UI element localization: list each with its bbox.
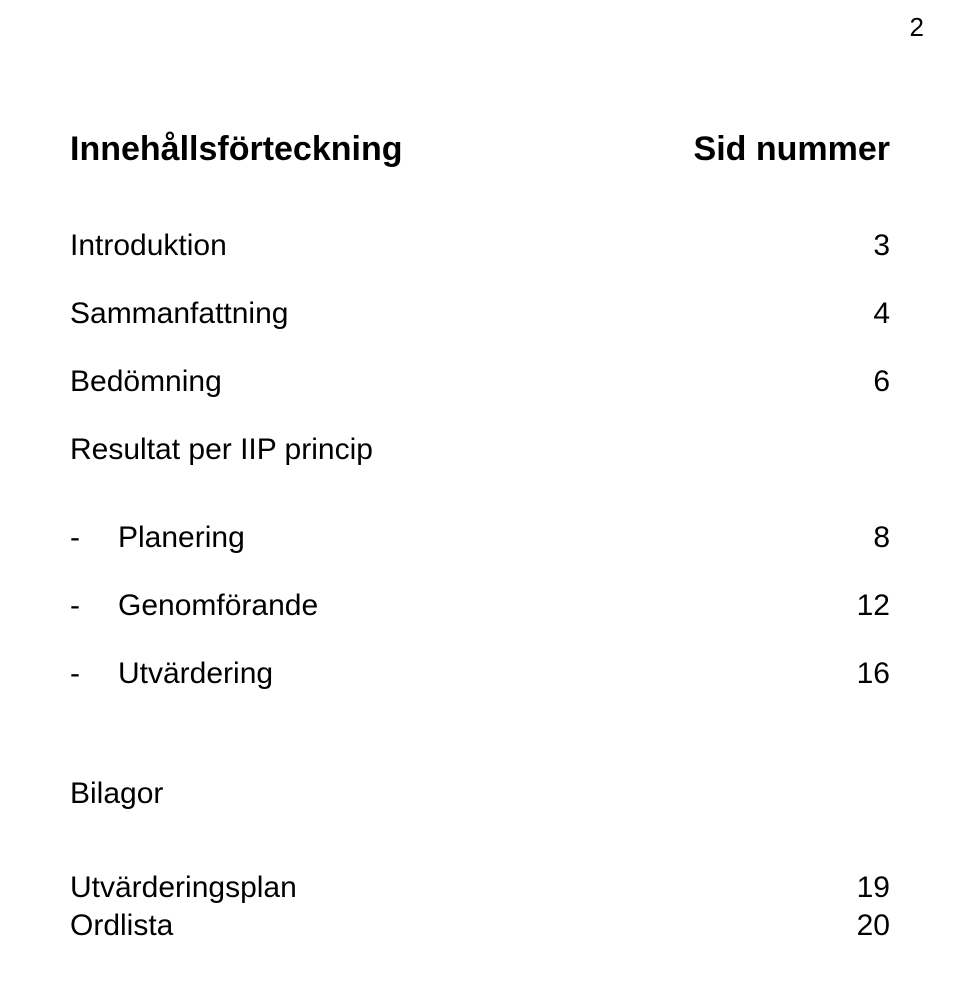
toc-entry-label: Bedömning xyxy=(70,365,222,399)
toc-entry-page: 6 xyxy=(873,365,890,399)
toc-subentry-label-wrap: -Planering xyxy=(70,521,245,555)
toc-appendix-label: Ordlista xyxy=(70,909,173,943)
toc-subentry-page: 12 xyxy=(857,589,890,623)
toc-subentry-label: Genomförande xyxy=(118,589,318,622)
toc-entry-page: 3 xyxy=(873,229,890,263)
toc-entry-page: 4 xyxy=(873,297,890,331)
toc-entry: Sammanfattning 4 xyxy=(70,297,890,331)
toc-appendix-entry: Ordlista 20 xyxy=(70,909,890,943)
toc-title: Innehållsförteckning xyxy=(70,130,403,169)
toc-entry-label: Sammanfattning xyxy=(70,297,288,331)
toc-entry: Bedömning 6 xyxy=(70,365,890,399)
page: 2 Innehållsförteckning Sid nummer Introd… xyxy=(0,0,960,993)
toc-subentry-label: Utvärdering xyxy=(118,657,273,690)
toc-page-column-label: Sid nummer xyxy=(694,130,890,169)
toc-appendix-page: 19 xyxy=(857,871,890,905)
dash: - xyxy=(70,521,118,555)
toc-appendix-header: Bilagor xyxy=(70,777,890,811)
toc-appendix-entry: Utvärderingsplan 19 xyxy=(70,871,890,905)
toc-subentry-label-wrap: -Utvärdering xyxy=(70,657,273,691)
page-number: 2 xyxy=(910,12,924,43)
toc-entry: Introduktion 3 xyxy=(70,229,890,263)
toc-subentry-label: Planering xyxy=(118,521,245,554)
toc-subentry-page: 16 xyxy=(857,657,890,691)
dash: - xyxy=(70,657,118,691)
toc-subentry: -Utvärdering 16 xyxy=(70,657,890,691)
toc-appendix-page: 20 xyxy=(857,909,890,943)
toc-subheader: Resultat per IIP princip xyxy=(70,433,890,467)
toc-heading-row: Innehållsförteckning Sid nummer xyxy=(70,130,890,169)
toc-subentry-page: 8 xyxy=(873,521,890,555)
toc-appendix-label: Utvärderingsplan xyxy=(70,871,297,905)
toc-subentry-label-wrap: -Genomförande xyxy=(70,589,318,623)
toc-subentry: -Genomförande 12 xyxy=(70,589,890,623)
toc-entry-label: Introduktion xyxy=(70,229,227,263)
toc-content: Innehållsförteckning Sid nummer Introduk… xyxy=(70,130,890,947)
toc-subentry: -Planering 8 xyxy=(70,521,890,555)
dash: - xyxy=(70,589,118,623)
